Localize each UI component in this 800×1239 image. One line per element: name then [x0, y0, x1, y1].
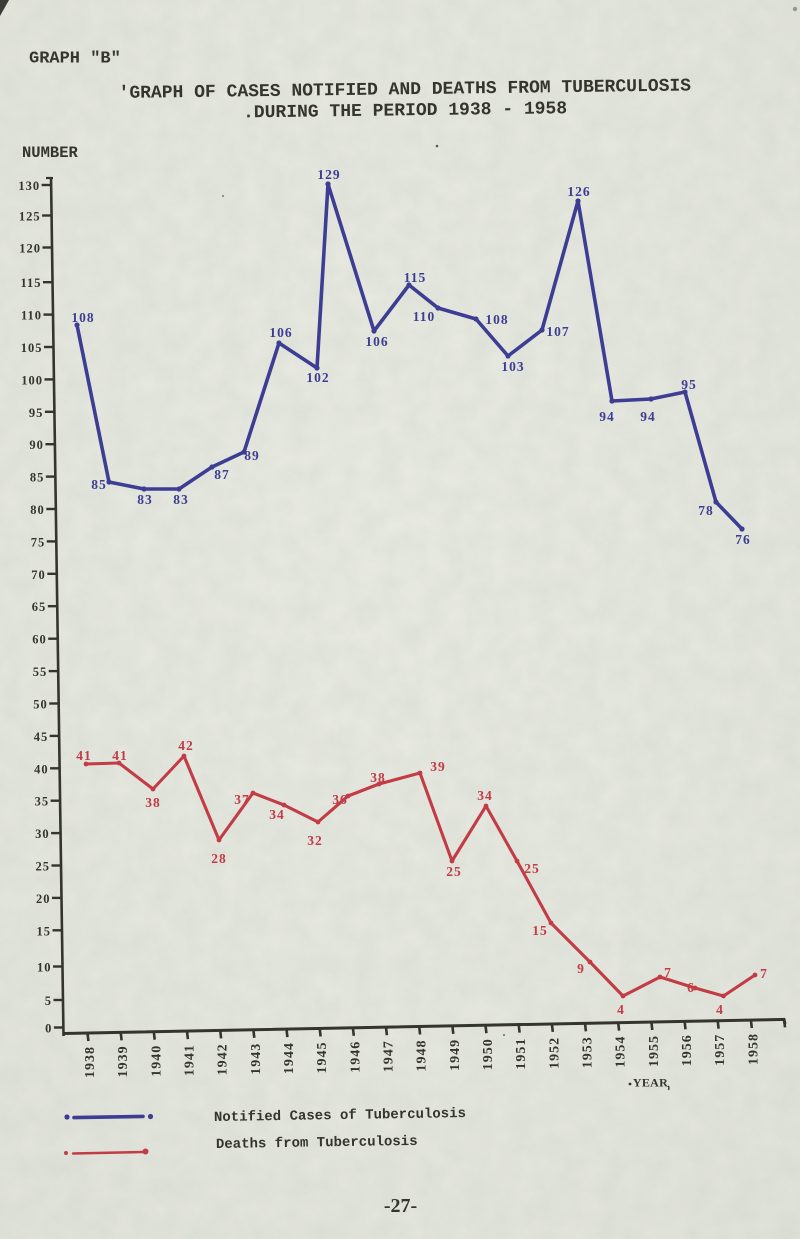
svg-text:0: 0	[45, 1022, 52, 1036]
svg-text:38: 38	[145, 795, 161, 810]
svg-text:94: 94	[599, 409, 615, 424]
svg-text:90: 90	[29, 438, 44, 452]
svg-text:42: 42	[178, 738, 194, 753]
svg-text:4: 4	[617, 1002, 625, 1017]
svg-text:Deaths from Tuberculosis: Deaths from Tuberculosis	[216, 1134, 418, 1153]
svg-text:115: 115	[20, 276, 41, 290]
svg-text:-27-: -27-	[384, 1195, 417, 1217]
svg-text:1951: 1951	[514, 1038, 529, 1070]
svg-text:1947: 1947	[382, 1040, 397, 1072]
svg-text:85: 85	[30, 471, 45, 485]
svg-text:10: 10	[37, 961, 52, 975]
svg-text:65: 65	[32, 600, 47, 614]
svg-text:1950: 1950	[481, 1038, 496, 1070]
svg-text:41: 41	[76, 748, 92, 763]
svg-text:1938: 1938	[83, 1046, 98, 1078]
svg-text:1956: 1956	[680, 1034, 695, 1066]
svg-text:34: 34	[269, 807, 285, 822]
svg-text:76: 76	[735, 532, 751, 547]
svg-text:1945: 1945	[315, 1042, 330, 1074]
svg-text:1952: 1952	[547, 1037, 562, 1069]
svg-text:102: 102	[306, 370, 329, 385]
svg-text:105: 105	[21, 341, 43, 355]
svg-text:6: 6	[687, 980, 695, 995]
svg-text:130: 130	[18, 179, 40, 193]
svg-text:25: 25	[36, 860, 51, 874]
svg-text:106: 106	[365, 334, 388, 349]
svg-text:39: 39	[430, 759, 446, 774]
svg-text:5: 5	[45, 994, 52, 1008]
svg-text:83: 83	[137, 492, 153, 507]
svg-text:1957: 1957	[713, 1034, 728, 1066]
svg-text:40: 40	[34, 762, 49, 776]
svg-text:75: 75	[31, 535, 46, 549]
svg-text:34: 34	[477, 788, 493, 803]
svg-text:4: 4	[716, 1002, 724, 1017]
svg-text:120: 120	[19, 242, 41, 256]
svg-text:87: 87	[214, 467, 230, 482]
svg-text:1941: 1941	[183, 1044, 198, 1076]
svg-text:1949: 1949	[448, 1039, 463, 1071]
svg-text:83: 83	[173, 492, 189, 507]
svg-text:1939: 1939	[116, 1045, 131, 1077]
svg-text:103: 103	[501, 359, 524, 374]
svg-text:30: 30	[35, 827, 50, 841]
svg-text:125: 125	[19, 210, 41, 224]
svg-text:.DURING THE PERIOD 1938 - 1958: .DURING THE PERIOD 1938 - 1958	[243, 99, 567, 123]
svg-text:7: 7	[760, 966, 768, 981]
svg-text:20: 20	[36, 892, 51, 906]
svg-text:106: 106	[269, 325, 292, 340]
svg-text:1948: 1948	[415, 1040, 430, 1072]
svg-text:1942: 1942	[216, 1043, 231, 1075]
svg-text:Notified Cases of Tuberculosis: Notified Cases of Tuberculosis	[214, 1106, 466, 1126]
svg-text:60: 60	[32, 633, 47, 647]
svg-text:85: 85	[91, 477, 107, 492]
svg-text:NUMBER: NUMBER	[22, 144, 79, 162]
svg-text:1955: 1955	[647, 1035, 662, 1067]
svg-text:32: 32	[307, 833, 323, 848]
svg-text:28: 28	[211, 851, 227, 866]
svg-text:YEAR: YEAR	[633, 1076, 668, 1090]
svg-text:37: 37	[234, 792, 250, 807]
svg-text:38: 38	[370, 770, 386, 785]
svg-text:55: 55	[33, 665, 48, 679]
svg-text:1943: 1943	[249, 1043, 264, 1075]
svg-text:25: 25	[524, 861, 540, 876]
svg-text:110: 110	[21, 309, 42, 323]
svg-text:70: 70	[31, 568, 46, 582]
svg-text:9: 9	[577, 961, 585, 976]
svg-text:126: 126	[567, 184, 590, 199]
svg-text:GRAPH "B": GRAPH "B"	[29, 50, 121, 69]
svg-text:95: 95	[681, 377, 697, 392]
svg-text:1953: 1953	[581, 1036, 596, 1068]
svg-text:25: 25	[446, 864, 462, 879]
svg-text:95: 95	[29, 406, 44, 420]
svg-text:1946: 1946	[348, 1041, 363, 1073]
svg-text:1958: 1958	[746, 1033, 761, 1065]
svg-text:100: 100	[21, 373, 43, 387]
svg-text:107: 107	[546, 324, 569, 339]
svg-text:110: 110	[413, 309, 436, 324]
svg-text:78: 78	[698, 503, 714, 518]
svg-text:15: 15	[532, 923, 548, 938]
svg-text:36: 36	[332, 792, 348, 807]
svg-text:41: 41	[112, 748, 128, 763]
svg-text:35: 35	[35, 795, 50, 809]
svg-text:1944: 1944	[282, 1042, 297, 1074]
svg-text:7: 7	[664, 965, 672, 980]
svg-text:50: 50	[33, 698, 48, 712]
svg-text:94: 94	[640, 409, 656, 424]
svg-text:1954: 1954	[614, 1036, 629, 1068]
svg-text:80: 80	[30, 503, 45, 517]
svg-text:15: 15	[37, 924, 52, 938]
svg-text:45: 45	[34, 730, 49, 744]
svg-text:108: 108	[485, 312, 508, 327]
svg-text:1940: 1940	[149, 1045, 164, 1077]
svg-text:108: 108	[71, 310, 94, 325]
svg-text:115: 115	[404, 270, 427, 285]
svg-text:89: 89	[244, 448, 260, 463]
svg-text:129: 129	[317, 167, 340, 182]
